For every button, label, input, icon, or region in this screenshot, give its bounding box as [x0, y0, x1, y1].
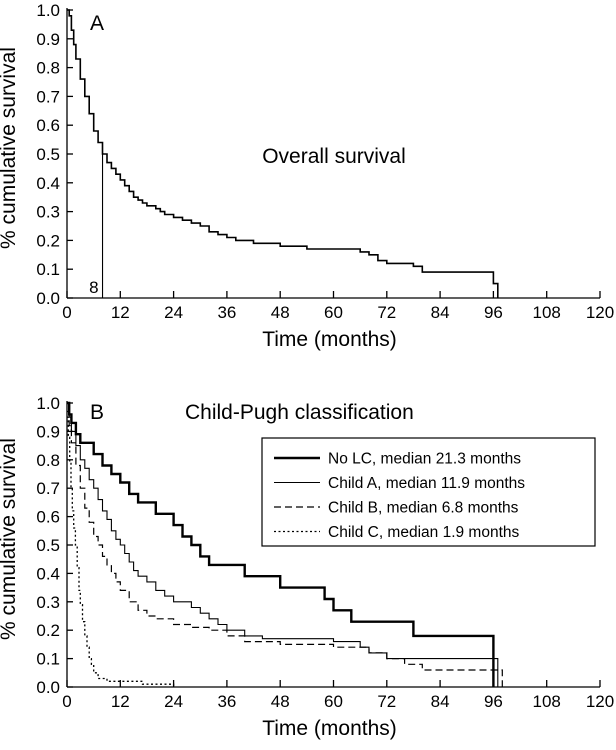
x-tick-label: 12	[111, 692, 130, 711]
x-tick-label: 108	[533, 692, 561, 711]
x-tick-label: 84	[431, 692, 450, 711]
x-tick-label: 24	[164, 692, 183, 711]
y-tick-label: 0.1	[36, 650, 60, 669]
legend-box	[261, 437, 596, 547]
median-marker-label: 8	[89, 278, 98, 297]
y-tick-label: 0.4	[36, 564, 60, 583]
y-tick-label: 0.7	[36, 479, 60, 498]
x-tick-label: 60	[324, 692, 343, 711]
y-tick-label: 0.6	[36, 508, 60, 527]
x-tick-label: 84	[431, 303, 450, 322]
x-tick-label: 72	[377, 692, 396, 711]
panel-a-chart: 0 12 24 36 48 60 72 84 96 108 120 0.0 0.1 0.2 0.3 0.4 0.…	[0, 1, 614, 351]
x-tick-label: 120	[586, 692, 614, 711]
x-tick-label: 0	[62, 692, 71, 711]
survival-curve-dotted	[67, 416, 175, 687]
y-tick-label: 0.3	[36, 203, 60, 222]
y-tick-label: 0.0	[36, 678, 60, 697]
x-tick-label: 36	[217, 303, 236, 322]
panel-label: B	[90, 401, 104, 424]
chart-title: Child-Pugh classification	[185, 401, 414, 424]
y-tick-label: 0.8	[36, 451, 60, 470]
survival-curve-solid	[67, 9, 499, 298]
x-tick-label: 48	[271, 692, 290, 711]
y-tick-label: 0.5	[36, 145, 60, 164]
x-tick-label: 96	[484, 303, 503, 322]
legend-label: Child C, median 1.9 months	[328, 524, 520, 541]
survival-curve-thick	[67, 401, 495, 687]
y-tick-label: 0.6	[36, 116, 60, 135]
y-tick-label: 0.9	[36, 422, 60, 441]
x-tick-label: 36	[217, 692, 236, 711]
y-tick-label: 0.5	[36, 536, 60, 555]
x-tick-label: 60	[324, 303, 343, 322]
x-tick-label: 48	[271, 303, 290, 322]
y-tick-label: 0.8	[36, 59, 60, 78]
y-tick-label: 1.0	[36, 394, 60, 413]
x-tick-label: 0	[62, 303, 71, 322]
survival-curve-dashed	[67, 410, 503, 687]
y-tick-label: 0.0	[36, 289, 60, 308]
x-tick-label: 96	[484, 692, 503, 711]
x-axis-label: Time (months)	[262, 717, 397, 740]
x-tick-label: 24	[164, 303, 183, 322]
legend-label: Child B, median 6.8 months	[328, 500, 519, 517]
y-tick-label: 0.2	[36, 621, 60, 640]
y-tick-label: 0.4	[36, 174, 60, 193]
legend-label: Child A, median 11.9 months	[328, 475, 525, 492]
legend-label: No LC, median 21.3 months	[328, 451, 521, 468]
x-tick-label: 120	[586, 303, 614, 322]
x-axis-label: Time (months)	[262, 328, 397, 351]
y-tick-label: 0.9	[36, 30, 60, 49]
panel-b-chart: 0 12 24 36 48 60 72 84 96 108 120 0.0 0.1 0.2 0.3 0.4 0.…	[0, 394, 614, 740]
y-tick-label: 0.3	[36, 593, 60, 612]
y-axis-label: % cumulative survival	[0, 47, 20, 249]
y-tick-label: 0.1	[36, 260, 60, 279]
y-tick-label: 0.2	[36, 231, 60, 250]
x-tick-label: 72	[377, 303, 396, 322]
x-tick-label: 108	[533, 303, 561, 322]
panel-label: A	[90, 12, 104, 35]
y-tick-label: 0.7	[36, 87, 60, 106]
y-axis-label: % cumulative survival	[0, 438, 20, 640]
x-tick-label: 12	[111, 303, 130, 322]
survival-curve-thin	[67, 402, 499, 687]
y-tick-label: 1.0	[36, 1, 60, 20]
chart-title: Overall survival	[262, 145, 406, 168]
